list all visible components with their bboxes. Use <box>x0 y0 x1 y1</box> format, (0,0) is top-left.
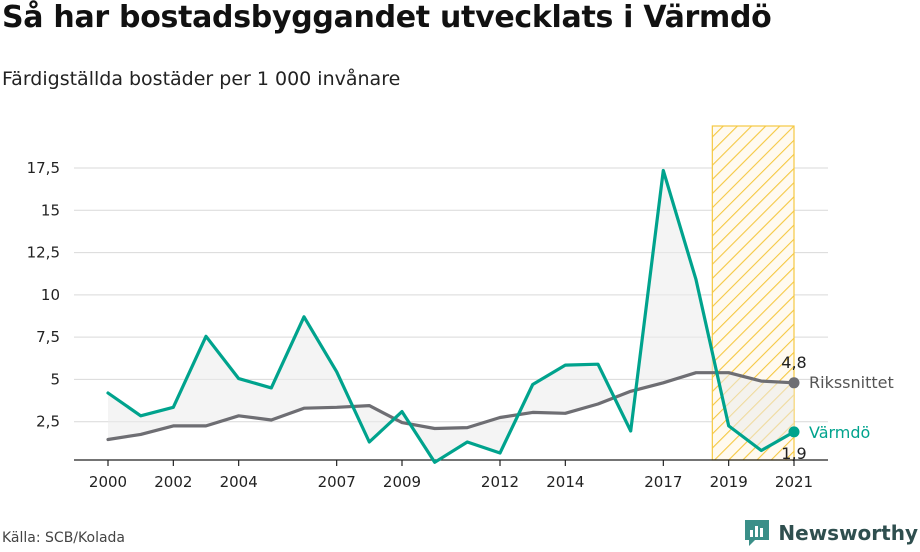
y-tick-label: 12,5 <box>27 244 60 262</box>
x-tick-label: 2012 <box>481 473 519 491</box>
grid-lines: 2,5 5 7,5 10 12,5 15 17,5 <box>27 159 828 431</box>
brand-name: Newsworthy <box>778 521 918 545</box>
y-tick-label: 15 <box>41 201 60 219</box>
chart-subtitle: Färdigställda bostäder per 1 000 invånar… <box>2 68 401 90</box>
x-tick-label: 2000 <box>89 473 127 491</box>
difference-area <box>108 170 794 463</box>
varmdo-line <box>106 168 796 464</box>
x-tick-label: 2009 <box>383 473 421 491</box>
x-tick-label: 2017 <box>644 473 682 491</box>
y-tick-label: 10 <box>41 286 60 304</box>
varmdo-end-point <box>788 426 800 438</box>
x-axis: 2000 2002 2004 2007 2009 2012 2014 2017 2019 2021 <box>74 459 828 491</box>
source-note: Källa: SCB/Kolada <box>2 530 126 546</box>
chart-title: Så har bostadsbyggandet utvecklats i Vär… <box>2 0 772 35</box>
rikssnittet-series-label: Rikssnittet <box>809 373 894 392</box>
varmdo-end-value: 1,9 <box>781 444 806 463</box>
newsworthy-logo-icon <box>745 520 770 546</box>
rikssnittet-end-value: 4,8 <box>781 353 806 372</box>
series-lines <box>106 168 796 464</box>
x-tick-label: 2019 <box>710 473 748 491</box>
x-tick-label: 2002 <box>154 473 192 491</box>
y-tick-label: 7,5 <box>36 328 60 346</box>
x-tick-label: 2021 <box>775 473 813 491</box>
brand-logo: Newsworthy <box>742 518 918 548</box>
y-tick-label: 17,5 <box>27 159 60 177</box>
varmdo-series-label: Värmdö <box>809 423 870 442</box>
rikssnittet-end-point <box>788 377 800 389</box>
rikssnittet-line <box>106 371 796 442</box>
y-tick-label: 2,5 <box>36 413 60 431</box>
y-tick-label: 5 <box>50 370 60 388</box>
difference-fill <box>108 170 794 463</box>
x-tick-label: 2004 <box>220 473 258 491</box>
x-tick-label: 2007 <box>318 473 356 491</box>
x-tick-label: 2014 <box>546 473 584 491</box>
